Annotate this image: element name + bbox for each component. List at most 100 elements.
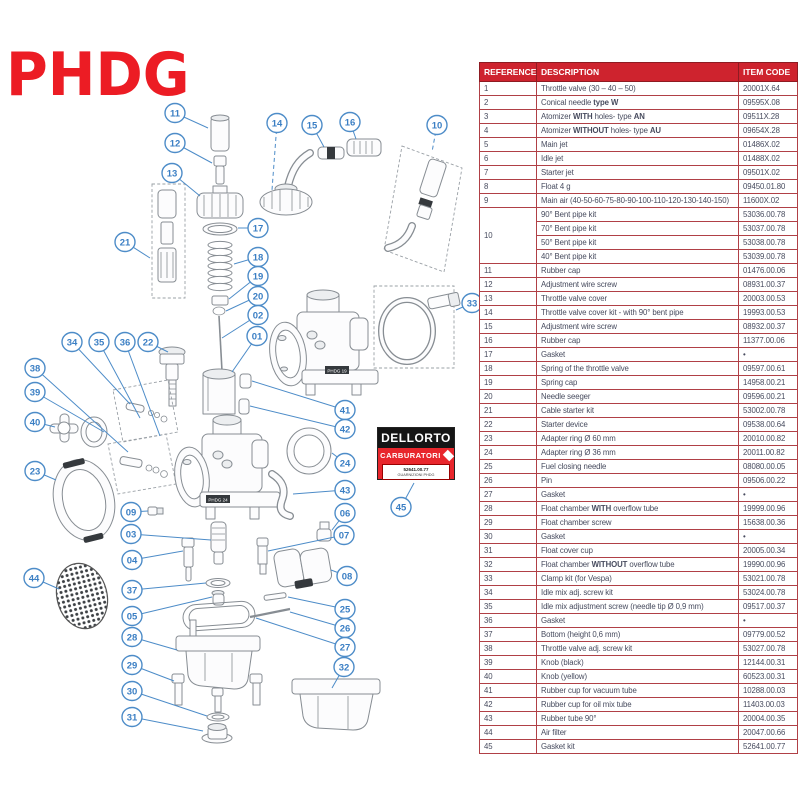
cell-reference: 30 bbox=[479, 529, 537, 544]
cell-item-code: 20010.00.82 bbox=[738, 431, 798, 446]
cell-item-code: 15638.00.36 bbox=[738, 515, 798, 530]
cell-item-code: 53037.00.78 bbox=[738, 221, 798, 236]
cell-description: Needle seeger bbox=[536, 389, 739, 404]
callout-number-05: 05 bbox=[127, 611, 138, 622]
callout-number-41: 41 bbox=[340, 405, 351, 416]
cell-reference: 26 bbox=[479, 473, 537, 488]
callout-bubble-22 bbox=[137, 331, 159, 353]
callout-number-03: 03 bbox=[126, 529, 137, 540]
cell-description: Starter device bbox=[536, 417, 739, 432]
callout-line-39 bbox=[34, 391, 105, 433]
cell-reference: 39 bbox=[479, 655, 537, 670]
cell-reference: 31 bbox=[479, 543, 537, 558]
callout-bubble-42 bbox=[334, 418, 356, 440]
callout-bubble-21 bbox=[114, 231, 136, 253]
callout-bubble-36 bbox=[114, 331, 136, 353]
callout-bubble-32 bbox=[333, 656, 355, 678]
cell-item-code: 20005.00.34 bbox=[738, 543, 798, 558]
part-starter-jet bbox=[256, 537, 269, 575]
callout-line-31 bbox=[131, 716, 204, 732]
part-bottom-washer bbox=[205, 578, 231, 588]
cell-reference: 37 bbox=[479, 627, 537, 642]
cell-reference: 38 bbox=[479, 641, 537, 656]
table-row: 18 Spring of the throttle valve 09597.00.6… bbox=[479, 361, 798, 376]
cell-description: Throttle valve cover kit - with 90° bent… bbox=[536, 305, 739, 320]
part-main-air-jet bbox=[147, 506, 164, 516]
cell-reference: 14 bbox=[479, 305, 537, 320]
table-row: 39 Knob (black) 12144.00.31 bbox=[479, 655, 798, 670]
cell-item-code: 09506.00.22 bbox=[738, 473, 798, 488]
cell-item-code: • bbox=[738, 613, 798, 628]
sticker-carburatori-band: CARBURATORI bbox=[378, 448, 455, 463]
cell-description: Fuel closing needle bbox=[536, 459, 739, 474]
callout-line-05 bbox=[131, 596, 213, 617]
cell-description: Knob (black) bbox=[536, 655, 739, 670]
callout-number-23: 23 bbox=[30, 466, 41, 477]
callout-number-01: 01 bbox=[252, 331, 263, 342]
cell-item-code: 08931.00.37 bbox=[738, 277, 798, 292]
cell-item-code: • bbox=[738, 487, 798, 502]
callout-number-24: 24 bbox=[340, 458, 351, 469]
cell-description: Adjustment wire screw bbox=[536, 319, 739, 334]
callout-bubble-02 bbox=[247, 304, 269, 326]
cell-item-code: 12144.00.31 bbox=[738, 655, 798, 670]
part-bent-pipe-kit bbox=[383, 145, 463, 273]
table-row: 30 Gasket • bbox=[479, 529, 798, 544]
cell-reference: 3 bbox=[479, 109, 537, 124]
cell-item-code: 53039.00.78 bbox=[738, 249, 798, 264]
callout-bubble-38 bbox=[24, 357, 46, 379]
cell-item-code: 19990.00.96 bbox=[738, 557, 798, 572]
part-carb-body-lower: PHDG 24 bbox=[174, 414, 281, 520]
callout-bubble-16 bbox=[339, 111, 361, 133]
table-row: 35 Idle mix adjustment screw (needle tip … bbox=[479, 599, 798, 614]
callout-bubble-44 bbox=[23, 567, 45, 589]
cell-reference: 21 bbox=[479, 403, 537, 418]
cell-description: Float chamber WITHOUT overflow tube bbox=[536, 557, 739, 572]
callout-number-43: 43 bbox=[340, 485, 351, 496]
callout-bubble-07 bbox=[333, 524, 355, 546]
callout-bubble-03 bbox=[120, 523, 142, 545]
callout-bubble-35 bbox=[88, 331, 110, 353]
cell-description: Gasket bbox=[536, 347, 739, 362]
part-pin bbox=[249, 607, 291, 619]
callout-bubble-34 bbox=[61, 331, 83, 353]
callout-line-42 bbox=[249, 405, 346, 430]
callout-line-35 bbox=[98, 341, 141, 419]
callout-number-10: 10 bbox=[432, 120, 443, 131]
table-row: 44 Air filter 20047.00.66 bbox=[479, 725, 798, 740]
part-ring-39 bbox=[80, 416, 108, 448]
part-throttle-valve bbox=[202, 368, 236, 415]
table-row: 45 Gasket kit 52641.00.77 bbox=[479, 739, 798, 754]
cell-reference: 9 bbox=[479, 193, 537, 208]
callout-bubble-08 bbox=[336, 565, 358, 587]
cell-item-code: 09450.01.80 bbox=[738, 179, 798, 194]
cell-reference: 8 bbox=[479, 179, 537, 194]
callout-number-45: 45 bbox=[396, 502, 407, 513]
cell-item-code: 09538.00.64 bbox=[738, 417, 798, 432]
cell-description: 90° Bent pipe kit bbox=[536, 207, 739, 222]
cell-item-code: • bbox=[738, 347, 798, 362]
part-adjuster-15 bbox=[317, 146, 345, 160]
table-row: 3 Atomizer WITH holes- type AN 09511X.28 bbox=[479, 109, 798, 124]
table-row: 16 Rubber cap 11377.00.06 bbox=[479, 333, 798, 348]
cell-description: Knob (yellow) bbox=[536, 669, 739, 684]
cell-reference: 12 bbox=[479, 277, 537, 292]
callout-bubble-11 bbox=[164, 102, 186, 124]
callout-line-30 bbox=[131, 690, 208, 717]
callout-number-04: 04 bbox=[127, 555, 138, 566]
cell-description: Throttle valve adj. screw kit bbox=[536, 641, 739, 656]
phdg-logo: PHDG bbox=[6, 40, 190, 110]
callout-line-10 bbox=[431, 124, 438, 153]
table-row: 12 Adjustment wire screw 08931.00.37 bbox=[479, 277, 798, 292]
cell-reference: 22 bbox=[479, 417, 537, 432]
parts-table-body: 1 Throttle valve (30 – 40 – 50) 20001X.64 2… bbox=[479, 81, 798, 754]
table-row: 20 Needle seeger 09596.00.21 bbox=[479, 389, 798, 404]
cell-description: Rubber cup for oil mix tube bbox=[536, 697, 739, 712]
callout-number-29: 29 bbox=[127, 660, 138, 671]
table-row: 19 Spring cap 14958.00.21 bbox=[479, 375, 798, 390]
table-header-row: REFERENCE DESCRIPTION ITEM CODE bbox=[479, 62, 798, 82]
callout-number-19: 19 bbox=[253, 271, 264, 282]
cell-item-code: 09511X.28 bbox=[738, 109, 798, 124]
part-gasket-30 bbox=[206, 712, 230, 722]
callout-layer: 11 12 13 14 15 16 10 21 17 18 19 20 02 01 33 41 42 24 43 06… bbox=[23, 102, 480, 732]
